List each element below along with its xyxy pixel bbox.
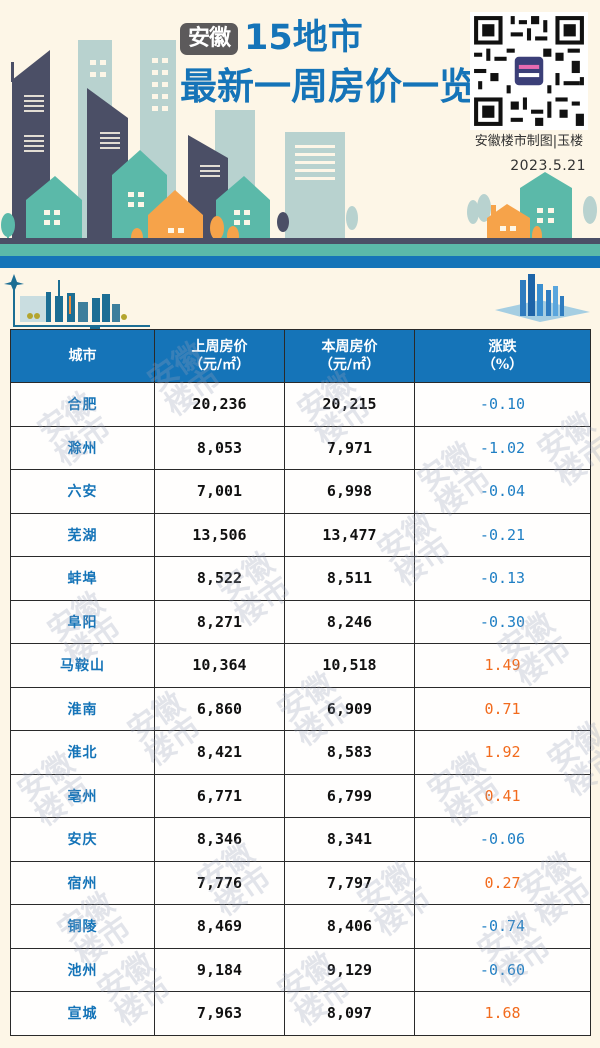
change-percent-cell: -0.60 [414, 947, 591, 992]
city-cell: 阜阳 [10, 599, 155, 644]
change-percent-cell: 1.49 [414, 643, 591, 688]
table-row: 宣城 7,963 8,097 1.68 [10, 991, 591, 1036]
publish-date: 2023.5.21 [510, 158, 586, 174]
city-cell: 滁州 [10, 425, 155, 470]
change-percent-cell: -1.02 [414, 425, 591, 470]
last-week-price-cell: 6,771 [154, 773, 285, 818]
change-percent-cell: -0.04 [414, 469, 591, 514]
city-cell: 铜陵 [10, 904, 155, 949]
this-week-price-cell: 8,583 [284, 730, 415, 775]
table-row: 宿州 7,776 7,797 0.27 [10, 860, 591, 905]
this-week-price-cell: 6,909 [284, 686, 415, 731]
this-week-price-cell: 6,998 [284, 469, 415, 514]
last-week-price-cell: 8,271 [154, 599, 285, 644]
table-row: 池州 9,184 9,129 -0.60 [10, 947, 591, 992]
this-week-price-cell: 10,518 [284, 643, 415, 688]
city-cell: 安庆 [10, 817, 155, 862]
this-week-price-cell: 8,097 [284, 991, 415, 1036]
table-row: 淮南 6,860 6,909 0.71 [10, 686, 591, 731]
last-week-price-cell: 8,522 [154, 556, 285, 601]
page-title-line2: 最新一周房价一览 [180, 65, 476, 108]
table-row: 蚌埠 8,522 8,511 -0.13 [10, 556, 591, 601]
city-cell: 马鞍山 [10, 643, 155, 688]
city-skyline-illustration [0, 40, 600, 268]
change-percent-cell: 0.71 [414, 686, 591, 731]
change-percent-cell: -0.21 [414, 512, 591, 557]
table-row: 亳州 6,771 6,799 0.41 [10, 773, 591, 818]
city-cell: 淮南 [10, 686, 155, 731]
last-week-price-cell: 8,346 [154, 817, 285, 862]
change-percent-cell: 0.41 [414, 773, 591, 818]
change-percent-cell: -0.30 [414, 599, 591, 644]
city-cell: 蚌埠 [10, 556, 155, 601]
right-city-icon [495, 274, 590, 322]
city-cell: 淮北 [10, 730, 155, 775]
change-percent-cell: 0.27 [414, 860, 591, 905]
this-week-price-cell: 9,129 [284, 947, 415, 992]
last-week-price-cell: 8,421 [154, 730, 285, 775]
table-row: 安庆 8,346 8,341 -0.06 [10, 817, 591, 862]
city-cell: 宿州 [10, 860, 155, 905]
this-week-price-cell: 8,341 [284, 817, 415, 862]
city-cell: 池州 [10, 947, 155, 992]
price-table-container: 城市 上周房价 （元/㎡） 本周房价 （元/㎡） 涨跌 （%） 合肥 20,236 20,… [10, 329, 591, 1036]
price-table: 城市 上周房价 （元/㎡） 本周房价 （元/㎡） 涨跌 （%） 合肥 20,236 20,… [10, 329, 591, 1036]
last-week-price-cell: 7,776 [154, 860, 285, 905]
table-row: 阜阳 8,271 8,246 -0.30 [10, 599, 591, 644]
last-week-price-cell: 20,236 [154, 382, 285, 427]
header-banner: 安徽 15地市 最新一周房价一览 [0, 0, 600, 268]
this-week-price-cell: 8,246 [284, 599, 415, 644]
this-week-price-cell: 8,406 [284, 904, 415, 949]
table-row: 合肥 20,236 20,215 -0.10 [10, 382, 591, 427]
header-change-percent: 涨跌 （%） [414, 329, 591, 383]
decorative-skyline-strip [4, 274, 590, 330]
province-badge: 安徽 [180, 23, 238, 55]
table-row: 六安 7,001 6,998 -0.04 [10, 469, 591, 514]
last-week-price-cell: 13,506 [154, 512, 285, 557]
qr-code-icon [470, 12, 588, 130]
city-cell: 六安 [10, 469, 155, 514]
city-cell: 宣城 [10, 991, 155, 1036]
header-last-week-price: 上周房价 （元/㎡） [154, 329, 285, 383]
credit-text: 安徽楼市制图|玉楼 [474, 134, 584, 149]
last-week-price-cell: 8,053 [154, 425, 285, 470]
table-row: 铜陵 8,469 8,406 -0.74 [10, 904, 591, 949]
change-percent-cell: -0.74 [414, 904, 591, 949]
table-row: 滁州 8,053 7,971 -1.02 [10, 425, 591, 470]
header-city: 城市 [10, 329, 155, 383]
change-percent-cell: 1.68 [414, 991, 591, 1036]
city-cell: 合肥 [10, 382, 155, 427]
city-cell: 亳州 [10, 773, 155, 818]
change-percent-cell: -0.10 [414, 382, 591, 427]
last-week-price-cell: 7,963 [154, 991, 285, 1036]
last-week-price-cell: 8,469 [154, 904, 285, 949]
table-row: 淮北 8,421 8,583 1.92 [10, 730, 591, 775]
this-week-price-cell: 8,511 [284, 556, 415, 601]
city-cell: 芜湖 [10, 512, 155, 557]
last-week-price-cell: 10,364 [154, 643, 285, 688]
change-percent-cell: -0.06 [414, 817, 591, 862]
this-week-price-cell: 7,797 [284, 860, 415, 905]
table-header-row: 城市 上周房价 （元/㎡） 本周房价 （元/㎡） 涨跌 （%） [10, 329, 591, 383]
left-city-icon [4, 274, 150, 330]
last-week-price-cell: 6,860 [154, 686, 285, 731]
change-percent-cell: 1.92 [414, 730, 591, 775]
this-week-price-cell: 6,799 [284, 773, 415, 818]
last-week-price-cell: 9,184 [154, 947, 285, 992]
header-this-week-price: 本周房价 （元/㎡） [284, 329, 415, 383]
qr-code[interactable] [470, 12, 588, 130]
this-week-price-cell: 7,971 [284, 425, 415, 470]
page-title-line1: 15地市 [244, 18, 363, 58]
this-week-price-cell: 13,477 [284, 512, 415, 557]
change-percent-cell: -0.13 [414, 556, 591, 601]
this-week-price-cell: 20,215 [284, 382, 415, 427]
last-week-price-cell: 7,001 [154, 469, 285, 514]
table-row: 芜湖 13,506 13,477 -0.21 [10, 512, 591, 557]
table-row: 马鞍山 10,364 10,518 1.49 [10, 643, 591, 688]
